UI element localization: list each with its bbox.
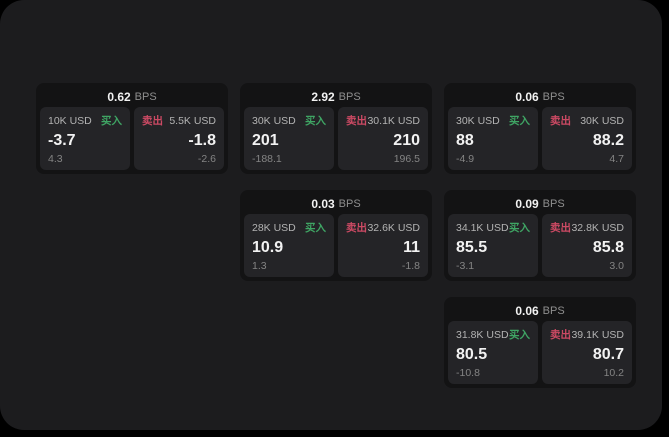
sell-badge: 卖出 xyxy=(550,115,571,127)
buy-tile[interactable]: 10K USD 买入 -3.7 4.3 xyxy=(40,107,130,170)
bps-value: 0.62 xyxy=(107,90,131,104)
buy-tile[interactable]: 30K USD 买入 88 -4.9 xyxy=(448,107,538,170)
buy-badge: 买入 xyxy=(101,115,122,127)
bps-header: 2.92 BPS xyxy=(244,87,428,107)
buy-notional: 30K USD xyxy=(252,114,296,127)
sell-notional: 30K USD xyxy=(580,114,624,127)
buy-quote: 88 xyxy=(456,131,474,149)
sell-tile[interactable]: 卖出 39.1K USD 80.7 10.2 xyxy=(542,321,632,384)
sell-delta: -1.8 xyxy=(401,260,420,272)
buy-notional: 30K USD xyxy=(456,114,500,127)
sell-notional: 32.6K USD xyxy=(367,221,420,234)
sell-quote: 11 xyxy=(403,238,420,256)
quote-card: 0.09 BPS 34.1K USD 买入 85.5 -3.1 卖出 32.8K… xyxy=(444,190,636,281)
buy-tile[interactable]: 31.8K USD 买入 80.5 -10.8 xyxy=(448,321,538,384)
buy-quote: 201 xyxy=(252,131,279,149)
buy-badge: 买入 xyxy=(509,329,530,341)
buy-notional: 34.1K USD xyxy=(456,221,509,234)
bps-unit: BPS xyxy=(338,91,361,103)
bps-header: 0.06 BPS xyxy=(448,301,632,321)
quote-card: 0.06 BPS 30K USD 买入 88 -4.9 卖出 30K USD 8… xyxy=(444,83,636,174)
buy-delta: -188.1 xyxy=(252,153,282,165)
buy-delta: -3.1 xyxy=(456,260,475,272)
bps-value: 2.92 xyxy=(311,90,335,104)
bps-unit: BPS xyxy=(542,305,565,317)
sell-quote: -1.8 xyxy=(188,131,216,149)
buy-delta: 1.3 xyxy=(252,260,267,272)
sell-badge: 卖出 xyxy=(142,115,163,127)
sell-badge: 卖出 xyxy=(346,115,367,127)
bps-unit: BPS xyxy=(338,198,361,210)
bps-header: 0.03 BPS xyxy=(244,194,428,214)
bps-value: 0.09 xyxy=(515,197,539,211)
buy-badge: 买入 xyxy=(305,222,326,234)
sell-badge: 卖出 xyxy=(346,222,367,234)
buy-quote: 10.9 xyxy=(252,238,284,256)
sell-delta: 10.2 xyxy=(603,367,624,379)
sell-tile[interactable]: 卖出 32.6K USD 11 -1.8 xyxy=(338,214,428,277)
sell-tile[interactable]: 卖出 30.1K USD 210 196.5 xyxy=(338,107,428,170)
bps-unit: BPS xyxy=(542,91,565,103)
sell-quote: 80.7 xyxy=(592,345,624,363)
sell-notional: 30.1K USD xyxy=(367,114,420,127)
bps-unit: BPS xyxy=(542,198,565,210)
buy-badge: 买入 xyxy=(509,115,530,127)
bps-header: 0.06 BPS xyxy=(448,87,632,107)
bps-header: 0.09 BPS xyxy=(448,194,632,214)
bps-value: 0.03 xyxy=(311,197,335,211)
buy-badge: 买入 xyxy=(509,222,530,234)
sell-quote: 85.8 xyxy=(592,238,624,256)
sell-badge: 卖出 xyxy=(550,329,571,341)
bps-header: 0.62 BPS xyxy=(40,87,224,107)
buy-quote: -3.7 xyxy=(48,131,76,149)
buy-delta: -4.9 xyxy=(456,153,475,165)
bps-value: 0.06 xyxy=(515,90,539,104)
app-panel: 0.62 BPS 10K USD 买入 -3.7 4.3 卖出 5.5K USD… xyxy=(0,0,662,430)
sell-delta: 3.0 xyxy=(609,260,624,272)
sell-tile[interactable]: 卖出 30K USD 88.2 4.7 xyxy=(542,107,632,170)
buy-notional: 28K USD xyxy=(252,221,296,234)
sell-notional: 5.5K USD xyxy=(169,114,216,127)
sell-notional: 32.8K USD xyxy=(571,221,624,234)
buy-notional: 31.8K USD xyxy=(456,328,509,341)
sell-quote: 88.2 xyxy=(592,131,624,149)
buy-delta: -10.8 xyxy=(456,367,480,379)
buy-tile[interactable]: 28K USD 买入 10.9 1.3 xyxy=(244,214,334,277)
quote-card: 2.92 BPS 30K USD 买入 201 -188.1 卖出 30.1K … xyxy=(240,83,432,174)
bps-unit: BPS xyxy=(134,91,157,103)
buy-notional: 10K USD xyxy=(48,114,92,127)
sell-badge: 卖出 xyxy=(550,222,571,234)
bps-value: 0.06 xyxy=(515,304,539,318)
quote-card: 0.62 BPS 10K USD 买入 -3.7 4.3 卖出 5.5K USD… xyxy=(36,83,228,174)
buy-badge: 买入 xyxy=(305,115,326,127)
buy-tile[interactable]: 34.1K USD 买入 85.5 -3.1 xyxy=(448,214,538,277)
sell-delta: 4.7 xyxy=(609,153,624,165)
buy-delta: 4.3 xyxy=(48,153,63,165)
sell-tile[interactable]: 卖出 32.8K USD 85.8 3.0 xyxy=(542,214,632,277)
sell-tile[interactable]: 卖出 5.5K USD -1.8 -2.6 xyxy=(134,107,224,170)
buy-tile[interactable]: 30K USD 买入 201 -188.1 xyxy=(244,107,334,170)
quote-card: 0.03 BPS 28K USD 买入 10.9 1.3 卖出 32.6K US… xyxy=(240,190,432,281)
sell-notional: 39.1K USD xyxy=(571,328,624,341)
buy-quote: 80.5 xyxy=(456,345,488,363)
sell-quote: 210 xyxy=(393,131,420,149)
buy-quote: 85.5 xyxy=(456,238,488,256)
sell-delta: 196.5 xyxy=(393,153,420,165)
sell-delta: -2.6 xyxy=(197,153,216,165)
quote-card: 0.06 BPS 31.8K USD 买入 80.5 -10.8 卖出 39.1… xyxy=(444,297,636,388)
